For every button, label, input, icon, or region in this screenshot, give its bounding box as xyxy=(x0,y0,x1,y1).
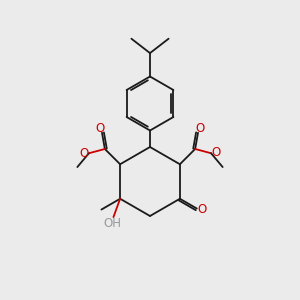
Text: O: O xyxy=(211,146,220,159)
Text: O: O xyxy=(197,202,206,216)
Text: OH: OH xyxy=(104,217,122,230)
Text: O: O xyxy=(96,122,105,135)
Text: O: O xyxy=(80,147,89,160)
Text: O: O xyxy=(195,122,204,135)
